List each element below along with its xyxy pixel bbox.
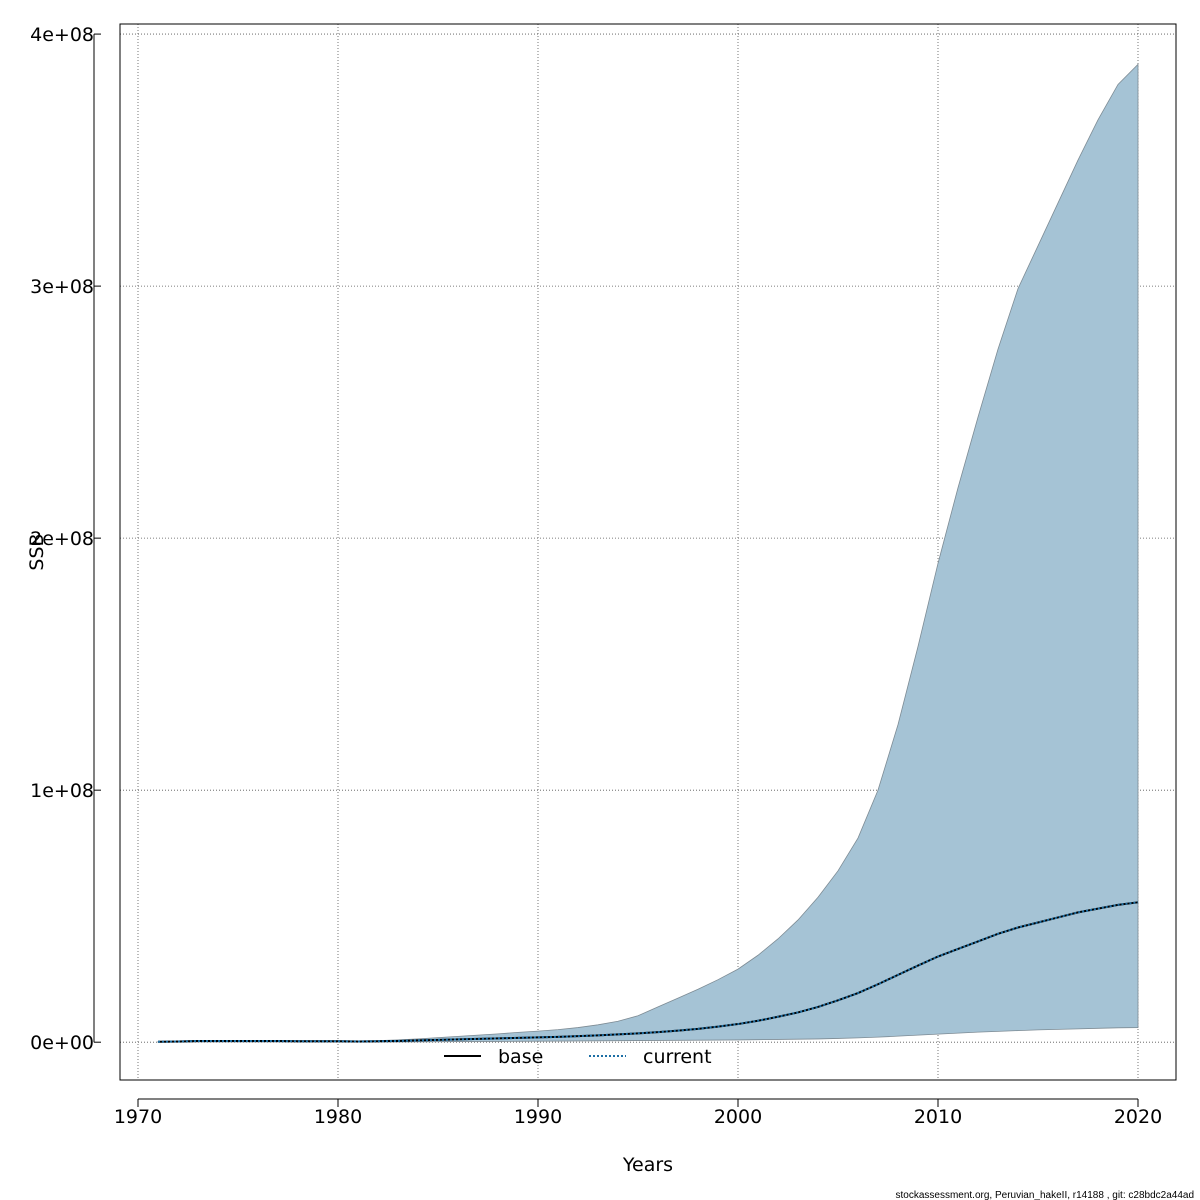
x-tick-label: 2010 (914, 1106, 962, 1128)
x-tick-label: 2020 (1114, 1106, 1162, 1128)
y-axis-title: SSB (26, 533, 48, 570)
x-axis: 1970 1980 1990 2000 2010 2020 (114, 1098, 1162, 1128)
y-tick-label: 3e+08 (30, 276, 94, 298)
plot-frame (119, 23, 1177, 1081)
x-tick-label: 2000 (714, 1106, 762, 1128)
x-tick-label: 1980 (314, 1106, 362, 1128)
legend-base-label: base (498, 1046, 543, 1068)
legend-current-label: current (643, 1046, 712, 1068)
x-tick-label: 1970 (114, 1106, 162, 1128)
y-tick-label: 0e+00 (30, 1032, 94, 1054)
x-tick-label: 1990 (514, 1106, 562, 1128)
series-line-base (157, 901, 1139, 1043)
confidence-band (157, 63, 1139, 1043)
y-tick-label: 2e+08 (30, 528, 94, 550)
x-axis-title: Years (622, 1154, 673, 1176)
series-lines (157, 901, 1139, 1043)
y-axis: 0e+00 1e+08 2e+08 3e+08 4e+08 (30, 24, 101, 1054)
y-tick-label: 4e+08 (30, 24, 94, 46)
legend: base current (444, 1046, 712, 1068)
footer-credit: stockassessment.org, Peruvian_hakeII, r1… (895, 1190, 1194, 1200)
y-tick-label: 1e+08 (30, 780, 94, 802)
